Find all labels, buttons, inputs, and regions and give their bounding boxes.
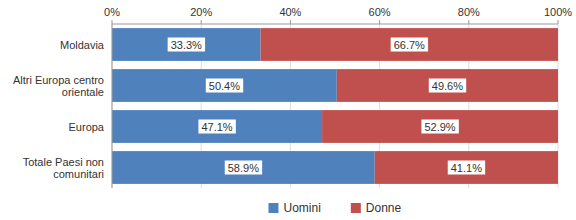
data-label-text: 58.9% (228, 162, 259, 174)
grid (112, 24, 558, 188)
bar-segment (337, 69, 558, 102)
legend-label: Uomini (283, 201, 320, 215)
tick-label: 80% (458, 6, 480, 18)
data-label: 33.3% (168, 38, 205, 52)
data-label-text: 49.6% (432, 80, 463, 92)
tick-label: 60% (369, 6, 391, 18)
data-label-box (421, 120, 458, 134)
legend-swatch (268, 203, 278, 213)
data-label-box (391, 38, 428, 52)
data-label: 58.9% (225, 161, 262, 175)
data-labels: 33.3% 50.4% 47.1% 58.9% 66.7% 49.6% 52.9% 41.1% (168, 38, 485, 175)
data-label-box (225, 161, 262, 175)
bar-segment (112, 69, 337, 102)
data-label-box (168, 38, 205, 52)
category-label: Europa (69, 121, 105, 133)
bar-segment (261, 28, 558, 61)
legend-label: Donne (366, 201, 402, 215)
grid-line (112, 24, 113, 188)
data-label-text: 50.4% (209, 80, 240, 92)
y-axis-line (112, 24, 113, 188)
tick-mark (112, 20, 113, 24)
tick-mark (558, 20, 559, 24)
data-label-text: 47.1% (201, 121, 232, 133)
tick-mark (290, 20, 291, 24)
category-label: Moldavia (60, 39, 105, 51)
chart-svg: 0% 20% 40% 60% 80% 100% 33.3% 50.4% 47.1% 58.9% 66… (0, 0, 576, 220)
bar-segment (112, 151, 375, 184)
category-label: Altri Europa centroorientale (13, 74, 104, 98)
chart-container: 0% 20% 40% 60% 80% 100% 33.3% 50.4% 47.1% 58.9% 66… (0, 0, 576, 220)
data-label: 66.7% (391, 38, 428, 52)
bar-segment (322, 110, 558, 143)
category-label: Totale Paesi noncomunitari (23, 156, 104, 180)
bar-segment (375, 151, 558, 184)
tick-label: 0% (104, 6, 120, 18)
data-label-box (448, 161, 485, 175)
data-label-text: 52.9% (424, 121, 455, 133)
data-label-box (206, 79, 243, 93)
data-label-text: 41.1% (451, 162, 482, 174)
tick-label: 40% (279, 6, 301, 18)
data-label: 49.6% (429, 79, 466, 93)
data-label: 50.4% (206, 79, 243, 93)
data-label: 52.9% (421, 120, 458, 134)
tick-label: 100% (544, 6, 572, 18)
tick-mark (468, 20, 469, 24)
data-label-text: 33.3% (171, 39, 202, 51)
data-label-text: 66.7% (394, 39, 425, 51)
bar-segment (112, 110, 322, 143)
legend: Uomini Donne (268, 201, 401, 215)
tick-mark (201, 20, 202, 24)
data-label: 41.1% (448, 161, 485, 175)
bars (112, 28, 558, 184)
data-label-box (429, 79, 466, 93)
bar-segment (112, 28, 261, 61)
legend-swatch (351, 203, 361, 213)
tick-label: 20% (190, 6, 212, 18)
data-label: 47.1% (198, 120, 235, 134)
tick-mark (379, 20, 380, 24)
x-axis-line (112, 24, 558, 25)
legend-item: Donne (351, 201, 402, 215)
legend-item: Uomini (268, 201, 320, 215)
data-label-box (198, 120, 235, 134)
